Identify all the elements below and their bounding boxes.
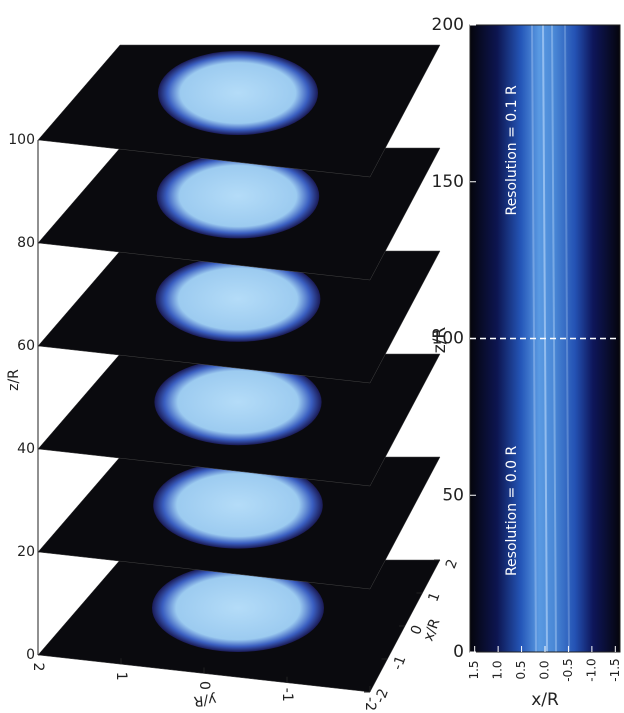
- z-axis-label: z/R: [6, 369, 22, 391]
- y-tick-label: 200: [432, 15, 464, 35]
- slice-blob: [158, 51, 318, 135]
- z-tick-label: 80: [17, 235, 35, 251]
- x-tick-label: 1: [425, 590, 443, 604]
- y-tick-label: 50: [442, 485, 464, 505]
- y-tick-label: 0: [453, 642, 464, 662]
- x-tick-label: 0.5: [514, 660, 528, 679]
- annotation: Resolution = 0.1 R: [504, 85, 520, 215]
- y-tick-label: 150: [432, 172, 464, 192]
- figure: 020406080100z/R210-1-2y/R-2-1012x/R 0501…: [0, 0, 624, 713]
- y-tick-label: -1: [279, 688, 295, 702]
- x-axis-label: x/R: [531, 690, 559, 710]
- x-tick-label: -1.5: [608, 658, 622, 681]
- annotation: Resolution = 0.0 R: [504, 446, 520, 576]
- z-tick-label: 60: [17, 338, 35, 354]
- z-tick-label: 20: [17, 544, 35, 560]
- y-tick-label: 0: [196, 681, 212, 690]
- z-tick-label: 40: [17, 441, 35, 457]
- x-tick-label: 0.0: [538, 660, 552, 679]
- y-tick-label: 2: [30, 663, 46, 672]
- x-tick-label: -0.5: [561, 658, 575, 681]
- z-tick-label: 100: [8, 132, 35, 148]
- y-tick-label: 1: [113, 672, 129, 681]
- y-axis-label: z/R: [430, 327, 450, 354]
- y-axis-label: y/R: [193, 691, 217, 709]
- x-tick-label: 1.0: [491, 660, 505, 679]
- z-tick-label: 0: [26, 647, 35, 663]
- x-tick-label: -1: [390, 654, 410, 673]
- x-tick-label: 1.5: [467, 660, 481, 679]
- x-tick-label: 2: [443, 557, 461, 571]
- x-axis-label: x/R: [421, 616, 444, 643]
- x-tick-label: -1.0: [584, 658, 598, 681]
